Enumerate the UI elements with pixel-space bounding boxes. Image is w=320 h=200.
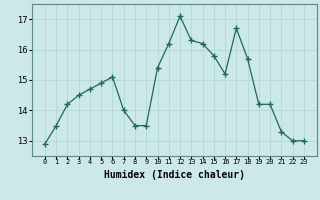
X-axis label: Humidex (Indice chaleur): Humidex (Indice chaleur) bbox=[104, 170, 245, 180]
